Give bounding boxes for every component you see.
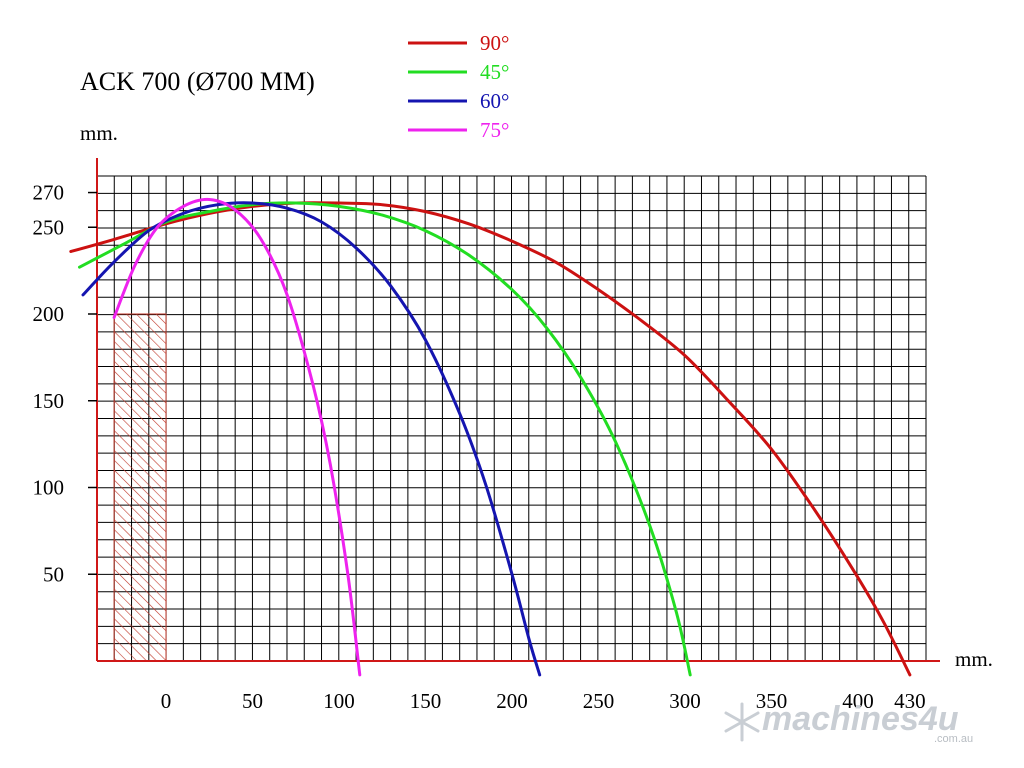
x-tick-labels: 0 50 100 150 200 250 300 350 400 430 <box>161 689 926 713</box>
x-tick-label: 300 <box>669 689 701 713</box>
series-line-1 <box>69 201 912 677</box>
snowflake-icon <box>724 702 760 742</box>
x-tick-label: 250 <box>583 689 615 713</box>
x-tick-label: 150 <box>410 689 442 713</box>
series-line-2 <box>78 201 692 677</box>
y-tick-label: 100 <box>33 476 65 500</box>
x-axis-label: mm. <box>955 647 993 671</box>
axes <box>96 158 940 662</box>
chart-title: ACK 700 (Ø700 MM) <box>80 67 315 96</box>
hatched-region <box>113 313 167 662</box>
x-tick-label: 100 <box>323 689 355 713</box>
y-axis-label: mm. <box>80 121 118 145</box>
legend-label: 60° <box>480 89 509 113</box>
y-tick-label: 50 <box>43 562 64 586</box>
y-tick-labels: 50 100 150 200 250 270 <box>33 181 97 586</box>
legend-label: 45° <box>480 60 509 84</box>
x-tick-label: 0 <box>161 689 172 713</box>
x-tick-label: 350 <box>756 689 788 713</box>
y-tick-label: 250 <box>33 215 65 239</box>
watermark-domain: .com.au <box>934 733 973 745</box>
y-tick-label: 150 <box>33 389 65 413</box>
series-group <box>69 197 912 677</box>
x-tick-label: 50 <box>242 689 263 713</box>
y-tick-label: 200 <box>33 302 65 326</box>
series-line-3 <box>81 201 542 677</box>
x-tick-label: 430 <box>894 689 926 713</box>
series-line-4 <box>112 197 362 677</box>
legend-label: 75° <box>480 118 509 142</box>
grid <box>96 175 927 662</box>
watermark-brand: machines4u <box>762 700 959 738</box>
y-tick-label: 270 <box>33 181 65 205</box>
x-tick-label: 400 <box>842 689 874 713</box>
x-tick-label: 200 <box>496 689 528 713</box>
legend: 90° 45° 60° 75° <box>408 31 509 142</box>
watermark: machines4u .com.au <box>724 700 973 745</box>
legend-label: 90° <box>480 31 509 55</box>
